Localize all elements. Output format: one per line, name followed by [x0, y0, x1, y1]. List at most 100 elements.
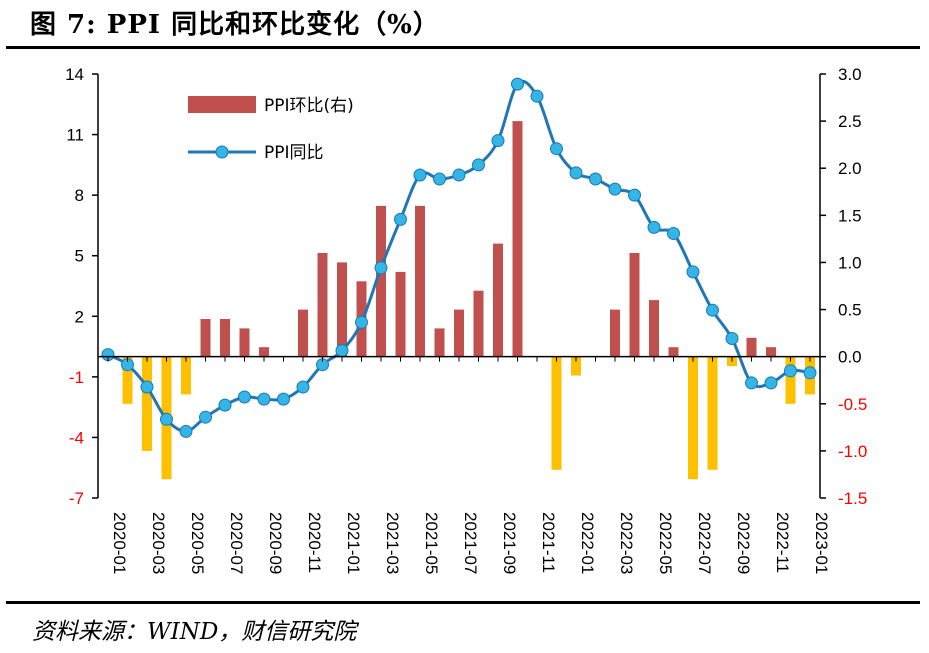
x-tick-label: 2021-09 — [500, 512, 519, 574]
x-tick-label: 2021-07 — [461, 512, 480, 574]
point-2020-06 — [199, 410, 212, 424]
bar-2020-03 — [142, 356, 152, 451]
point-2022-04 — [628, 188, 641, 202]
point-2020-04 — [160, 412, 173, 426]
x-tick-label: 2020-01 — [110, 512, 129, 574]
left-tick-label: 11 — [66, 126, 84, 145]
ppi-yoy-line — [107, 79, 811, 433]
bar-2022-08 — [707, 356, 718, 470]
point-2022-10 — [745, 376, 758, 390]
point-2022-02 — [589, 172, 602, 186]
left-tick-label: 2 — [75, 307, 84, 326]
x-tick-label: 2022-03 — [617, 512, 636, 574]
right-tick-label: 2.5 — [838, 112, 862, 131]
bar-2021-12 — [551, 356, 562, 470]
bar-2021-09 — [493, 243, 503, 357]
left-tick-label: 14 — [65, 65, 84, 84]
left-tick-label: 8 — [75, 186, 84, 205]
point-2020-05 — [179, 424, 193, 438]
bar-2022-04 — [629, 253, 640, 357]
bar-2021-10 — [512, 121, 523, 357]
title-rule — [6, 46, 920, 49]
bar-2022-03 — [610, 309, 620, 357]
bar-2020-08 — [239, 328, 250, 357]
right-tick-label: 3.0 — [838, 65, 862, 84]
point-2022-07 — [686, 265, 700, 279]
point-2020-10 — [277, 392, 290, 406]
legend-label-bar: PPI环比(右) — [264, 96, 354, 116]
bar-2020-11 — [298, 309, 308, 357]
point-2021-02 — [355, 315, 368, 329]
tick-labels: 14 11 8 5 2 -1 -4 -7 3.0 2.5 2.0 1.5 1.0 0.5 0.0 -0.5 -1… — [65, 65, 867, 574]
legend-swatch-marker — [215, 145, 229, 159]
x-tick-label: 2022-11 — [773, 512, 792, 573]
x-tick-label: 2022-01 — [578, 512, 597, 574]
bar-2021-06 — [434, 328, 445, 357]
chart-title: 图 7: PPI 同比和环比变化（%） — [30, 10, 440, 40]
bar-2022-07 — [688, 356, 698, 480]
bar-2022-12 — [785, 356, 796, 404]
point-2020-09 — [257, 392, 271, 406]
bar-2022-11 — [766, 347, 776, 357]
point-2021-11 — [530, 89, 544, 103]
point-2020-08 — [238, 390, 251, 404]
point-2021-12 — [550, 142, 563, 156]
bar-2021-07 — [454, 309, 464, 357]
x-tick-label: 2020-11 — [305, 512, 324, 573]
point-2021-07 — [452, 168, 466, 182]
x-tick-label: 2020-09 — [266, 512, 285, 574]
point-2020-07 — [218, 398, 232, 412]
point-2021-01 — [335, 344, 349, 358]
chart-canvas: 14 11 8 5 2 -1 -4 -7 3.0 2.5 2.0 1.5 1.0 0.5 0.0 -0.5 -1… — [65, 65, 867, 574]
bar-2020-05 — [181, 356, 191, 395]
bar-2021-08 — [473, 290, 484, 357]
bar-2020-12 — [317, 253, 328, 357]
x-tick-label: 2022-09 — [734, 512, 753, 574]
point-2022-05 — [647, 220, 661, 234]
point-2022-08 — [706, 303, 719, 317]
x-tick-label: 2021-03 — [383, 512, 402, 574]
right-tick-label: 0.0 — [838, 348, 862, 367]
bar-2020-02 — [122, 356, 133, 404]
left-tick-label: -1 — [69, 368, 84, 387]
point-2022-06 — [667, 227, 680, 240]
bar-2021-01 — [337, 262, 347, 357]
point-2020-03 — [140, 380, 154, 394]
legend-swatch-bar — [188, 96, 256, 113]
right-tick-label: -0.5 — [838, 395, 867, 414]
right-tick-label: 1.5 — [838, 206, 862, 225]
source-note: 资料来源：WIND，财信研究院 — [32, 619, 357, 645]
x-tick-label: 2022-07 — [695, 512, 714, 574]
bar-2020-06 — [200, 319, 211, 357]
right-tick-label: 2.0 — [838, 159, 862, 178]
bar-2021-05 — [415, 205, 425, 357]
bar-2022-10 — [746, 337, 757, 357]
point-2021-04 — [394, 212, 407, 226]
point-2020-11 — [296, 380, 310, 394]
bar-2022-01 — [571, 356, 581, 376]
bar-2022-06 — [668, 347, 679, 357]
point-2022-01 — [569, 166, 583, 180]
bar-2022-05 — [649, 300, 659, 357]
x-tick-label: 2020-05 — [188, 512, 207, 574]
point-2021-03 — [374, 261, 388, 275]
point-2021-10 — [511, 77, 524, 91]
x-tick-label: 2020-03 — [149, 512, 168, 574]
point-2021-09 — [491, 134, 505, 148]
left-tick-label: -4 — [69, 428, 84, 447]
point-2022-03 — [608, 182, 622, 196]
x-tick-label: 2020-07 — [227, 512, 246, 574]
legend-label-line: PPI同比 — [264, 143, 324, 163]
left-tick-label: 5 — [75, 247, 84, 266]
point-2021-05 — [413, 168, 427, 182]
x-tick-label: 2023-01 — [812, 512, 831, 574]
right-tick-label: -1.5 — [838, 489, 867, 508]
right-tick-label: 1.0 — [838, 253, 862, 272]
point-2021-06 — [433, 172, 446, 186]
point-2022-11 — [764, 376, 778, 390]
footer-rule — [6, 601, 920, 604]
bar-2021-03 — [376, 205, 386, 357]
bar-2020-09 — [259, 347, 269, 357]
point-2023-01 — [803, 366, 817, 380]
right-tick-label: 0.5 — [838, 301, 862, 320]
